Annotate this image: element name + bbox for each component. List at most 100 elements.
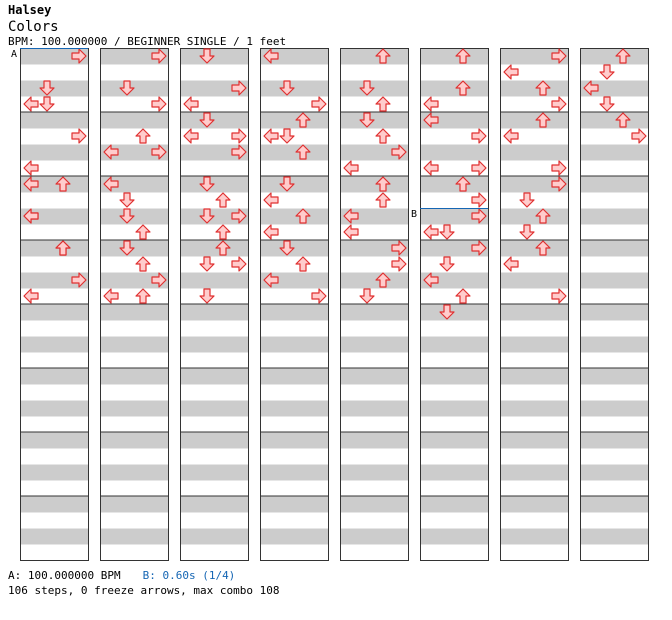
arrow-right-icon [311,96,327,112]
beat-stripe [500,368,568,385]
legend-a: A: 100.000000 BPM [8,569,121,582]
arrow-left-icon [423,160,439,176]
beat-stripe [20,272,88,289]
beat-stripe [260,432,328,449]
beat-stripe [420,80,488,97]
arrow-up-icon [455,288,471,304]
arrow-down-icon [279,80,295,96]
arrow-down-icon [199,288,215,304]
beat-stripe [580,400,648,417]
arrow-left-icon [23,176,39,192]
arrow-left-icon [103,144,119,160]
beat-stripe [20,336,88,353]
arrow-right-icon [391,240,407,256]
beat-stripe [420,464,488,481]
arrow-left-icon [583,80,599,96]
arrow-down-icon [439,224,455,240]
arrow-right-icon [151,48,167,64]
beat-stripe [500,144,568,161]
arrow-left-icon [103,288,119,304]
beat-stripe [500,208,568,225]
arrow-down-icon [199,256,215,272]
beat-stripe [580,336,648,353]
beat-stripe [580,112,648,129]
arrow-down-icon [599,96,615,112]
arrow-down-icon [39,96,55,112]
beat-stripe [580,496,648,513]
arrow-up-icon [375,128,391,144]
chart-column-2 [100,48,169,561]
beat-stripe [20,400,88,417]
chart-column-7 [500,48,569,561]
beat-stripe [20,432,88,449]
arrow-up-icon [375,96,391,112]
beat-stripe [100,432,168,449]
chart-column-4 [260,48,329,561]
beat-stripe [420,208,488,225]
arrow-up-icon [135,128,151,144]
arrow-up-icon [615,48,631,64]
beat-stripe [340,304,408,321]
beat-stripe [340,48,408,65]
beat-stripe [100,304,168,321]
arrow-left-icon [263,224,279,240]
chart-column-3 [180,48,249,561]
arrow-up-icon [215,224,231,240]
arrow-down-icon [599,64,615,80]
beat-stripe [20,464,88,481]
arrow-down-icon [199,112,215,128]
beat-stripe [100,112,168,129]
arrow-up-icon [535,240,551,256]
arrow-left-icon [423,224,439,240]
beat-stripe [420,48,488,65]
beat-stripe [580,176,648,193]
beat-stripe [260,528,328,545]
arrow-up-icon [375,48,391,64]
beat-stripe [580,272,648,289]
beat-stripe [580,528,648,545]
beat-stripe [100,496,168,513]
beat-stripe [340,368,408,385]
arrow-right-icon [231,208,247,224]
beat-stripe [340,176,408,193]
beat-stripe [340,464,408,481]
beat-stripe [260,496,328,513]
beat-stripe [180,432,248,449]
arrow-up-icon [55,240,71,256]
beat-stripe [500,272,568,289]
column-border [580,48,649,561]
arrow-down-icon [439,256,455,272]
beat-stripe [20,528,88,545]
beat-stripe [500,112,568,129]
beat-stripe [580,240,648,257]
beat-stripe [340,400,408,417]
beat-stripe [580,208,648,225]
beat-stripe [340,240,408,257]
beat-stripe [500,240,568,257]
arrow-left-icon [23,208,39,224]
arrow-right-icon [311,288,327,304]
beat-stripe [420,432,488,449]
beat-stripe [100,400,168,417]
beat-stripe [420,496,488,513]
beat-stripe [500,464,568,481]
marker-label: A [11,49,17,60]
arrow-down-icon [39,80,55,96]
beat-stripe [180,368,248,385]
beat-stripe [260,144,328,161]
arrow-right-icon [471,240,487,256]
arrow-down-icon [359,288,375,304]
arrow-up-icon [375,192,391,208]
arrow-left-icon [183,128,199,144]
arrow-up-icon [615,112,631,128]
arrow-down-icon [119,240,135,256]
column-border [100,48,169,561]
beat-stripe [580,48,648,65]
arrow-up-icon [535,208,551,224]
beat-stripe [340,144,408,161]
arrow-down-icon [279,176,295,192]
step-summary: 106 steps, 0 freeze arrows, max combo 10… [8,584,280,597]
column-border [500,48,569,561]
arrow-up-icon [535,112,551,128]
